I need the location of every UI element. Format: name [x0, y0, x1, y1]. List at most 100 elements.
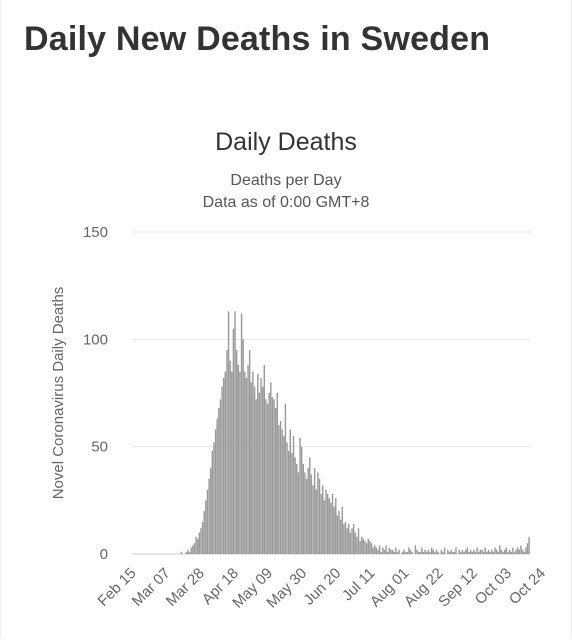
bar	[346, 528, 348, 554]
bar	[283, 435, 285, 554]
y-tick-label: 50	[91, 439, 108, 456]
bar	[270, 382, 272, 554]
bar	[271, 397, 274, 554]
bar	[447, 549, 449, 554]
bar	[263, 365, 265, 554]
bar	[330, 502, 332, 554]
bar	[278, 425, 280, 554]
bar	[193, 543, 196, 554]
bar	[492, 551, 495, 554]
bar	[208, 478, 210, 554]
bar	[253, 386, 256, 554]
bar	[356, 536, 358, 554]
bar	[289, 429, 291, 554]
bar	[380, 551, 382, 554]
bar	[185, 551, 188, 554]
bar	[287, 450, 290, 554]
bar	[216, 418, 218, 554]
bar	[508, 549, 511, 554]
bar	[499, 545, 501, 554]
bar	[222, 377, 225, 554]
bar	[468, 551, 470, 554]
bar	[240, 313, 243, 554]
y-tick-label: 100	[83, 331, 108, 348]
bar	[315, 489, 317, 554]
bar	[367, 538, 369, 554]
bar	[510, 551, 512, 554]
bar	[291, 453, 293, 554]
bar	[382, 547, 384, 554]
bar	[489, 551, 491, 554]
bar	[310, 474, 313, 554]
bar	[341, 506, 343, 554]
bar	[429, 551, 431, 554]
bar	[487, 549, 490, 554]
y-axis-label: Novel Coronavirus Daily Deaths	[50, 287, 67, 500]
bar	[257, 373, 259, 554]
bar	[235, 350, 238, 554]
bar	[409, 549, 412, 554]
bar	[388, 547, 391, 554]
bar	[281, 429, 283, 554]
bar	[268, 393, 270, 554]
bar	[375, 547, 378, 554]
bar	[403, 549, 405, 554]
bar	[209, 468, 212, 554]
x-tick-label: Oct 24	[506, 565, 549, 608]
bar	[309, 457, 311, 554]
bar	[401, 551, 404, 554]
bar	[227, 311, 230, 554]
bar	[213, 442, 215, 554]
x-tick-label: Sep 12	[435, 565, 481, 611]
bar	[322, 485, 324, 554]
bar	[427, 549, 430, 554]
bar	[448, 551, 451, 554]
chart-subtitle-line-2: Data as of 0:00 GMT+8	[203, 194, 370, 211]
bar	[458, 549, 460, 554]
bar	[395, 547, 397, 554]
bar	[421, 547, 423, 554]
bar	[495, 549, 498, 554]
bar	[335, 498, 337, 554]
bar	[453, 551, 456, 554]
bar	[500, 549, 503, 554]
bar	[465, 549, 467, 554]
bar	[515, 549, 517, 554]
bar	[406, 551, 408, 554]
bar	[201, 521, 204, 554]
bar	[226, 350, 228, 554]
bar	[266, 403, 269, 554]
bar	[414, 545, 417, 554]
bar	[211, 450, 214, 554]
bar	[198, 532, 201, 554]
bar	[192, 545, 194, 554]
bar	[325, 489, 327, 554]
bar	[378, 545, 381, 554]
bar	[258, 393, 261, 554]
bar	[203, 511, 205, 554]
bar	[339, 519, 342, 554]
bar	[214, 429, 217, 554]
bar	[422, 551, 425, 554]
bar	[352, 523, 355, 554]
bar	[205, 500, 207, 554]
bar	[437, 551, 439, 554]
bar	[239, 371, 241, 554]
bar	[404, 551, 407, 554]
bar	[377, 549, 379, 554]
bar	[333, 506, 335, 554]
bar	[349, 532, 352, 554]
bar	[252, 371, 254, 554]
bar	[430, 547, 433, 554]
bar	[434, 551, 436, 554]
bar	[297, 472, 300, 554]
bar	[525, 547, 527, 554]
bar	[432, 549, 434, 554]
chart-subtitle-line-1: Deaths per Day	[230, 172, 341, 189]
bar	[473, 549, 475, 554]
bar	[504, 549, 506, 554]
bar	[481, 549, 483, 554]
bar	[218, 408, 220, 554]
bar	[497, 551, 499, 554]
